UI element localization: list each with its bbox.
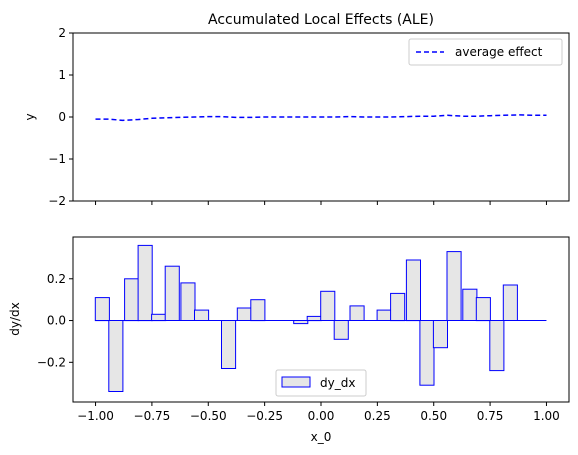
top-y-axis-label: y	[23, 113, 37, 120]
dydx-bar	[502, 284, 518, 321]
dydx-bar	[489, 320, 505, 372]
dydx-bar	[108, 320, 124, 392]
dydx-bar	[320, 290, 336, 321]
bottom-y-tick-label: 0.0	[47, 314, 66, 328]
bottom-x-tick-label: 1.00	[533, 409, 560, 423]
top-y-tick-label: 2	[58, 26, 66, 40]
bottom-x-tick-label: −0.75	[134, 409, 171, 423]
bottom-x-ticks: −1.00 −0.75 −0.50 −0.25 0.00 0.25 0.50 0.75 1.00	[77, 402, 560, 423]
dydx-bar	[475, 297, 491, 322]
chart-title: Accumulated Local Effects (ALE)	[208, 12, 434, 28]
dydx-bar	[164, 265, 180, 322]
dydx-bar	[462, 288, 478, 322]
bottom-x-axis-label: x_0	[311, 430, 332, 444]
top-y-ticks: 2 1 0 −1 −2	[48, 26, 73, 208]
dydx-legend-swatch	[281, 376, 311, 388]
dydx-bar	[432, 320, 448, 349]
bottom-legend: dy_dx	[275, 369, 367, 397]
bottom-x-tick-label: −1.00	[77, 409, 114, 423]
dydx-bar	[390, 292, 406, 322]
top-y-tick-label: 1	[58, 68, 66, 82]
top-y-tick-label: −2	[48, 194, 66, 208]
bottom-x-tick-label: 0.75	[477, 409, 504, 423]
dydx-bar	[221, 320, 237, 369]
bottom-x-tick-label: −0.25	[246, 409, 283, 423]
top-x-ticks	[95, 201, 547, 205]
dydx-bar	[446, 251, 462, 322]
dydx-bar	[250, 299, 266, 322]
bottom-y-tick-label: −0.2	[37, 355, 66, 369]
ale-line-panel: Accumulated Local Effects (ALE) 210−1−2 …	[23, 12, 570, 208]
bottom-x-tick-label: 0.25	[364, 409, 391, 423]
dydx-bars-group	[94, 244, 518, 392]
dydx-bar	[94, 297, 110, 322]
dydx-bar	[194, 309, 210, 322]
dydx-bar	[419, 320, 435, 386]
top-series-group	[95, 114, 547, 122]
bottom-x-tick-label: 0.00	[308, 409, 335, 423]
dydx-bar	[151, 313, 167, 322]
dydx-bar	[405, 259, 421, 322]
top-legend: average effect	[408, 38, 563, 66]
top-legend-box	[408, 38, 563, 66]
average-effect-line	[95, 114, 547, 122]
dydx-bar	[333, 320, 349, 340]
dydx-bar	[180, 282, 196, 321]
bottom-y-tick-label: 0.2	[47, 272, 66, 286]
dydx-bar	[306, 315, 322, 322]
bottom-x-tick-label: 0.50	[420, 409, 447, 423]
dydx-bar	[349, 305, 365, 321]
bottom-x-tick-label: −0.50	[190, 409, 227, 423]
bottom-y-axis-label: dy/dx	[8, 302, 22, 335]
average-effect-legend-label: average effect	[455, 45, 543, 59]
dydx-bar	[376, 309, 392, 322]
dydx-bar	[137, 244, 153, 322]
top-y-tick-label: 0	[58, 110, 66, 124]
dydx-bar-panel: 0.2 0.0 −0.2 −1.00 −0.75 −0.50 −0.25 0.00 0.25 0…	[8, 236, 570, 444]
dydx-legend-label: dy_dx	[320, 376, 355, 390]
dydx-bar	[124, 278, 140, 322]
dydx-bar	[236, 307, 252, 321]
top-y-tick-label: −1	[48, 152, 66, 166]
bottom-y-ticks: 0.2 0.0 −0.2	[37, 272, 73, 369]
